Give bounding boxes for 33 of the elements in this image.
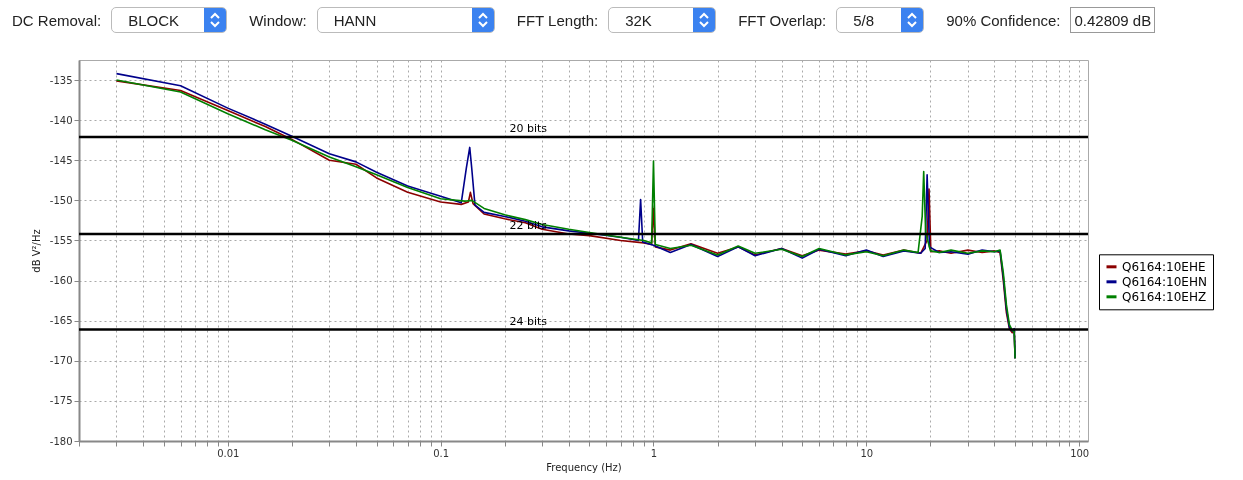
y-tick-label: -160 [49, 275, 73, 287]
legend-label: Q6164:10EHN [1122, 274, 1207, 289]
y-tick-label: -155 [49, 234, 73, 246]
x-tick-label: 0.01 [217, 447, 240, 459]
y-tick-label: -175 [49, 395, 73, 407]
ref-line-label: 22 bits [509, 219, 548, 233]
x-axis-title: Frequency (Hz) [546, 461, 622, 473]
dropdown-field: 5/8 [836, 7, 925, 33]
x-tick-label: 0.1 [433, 447, 450, 459]
y-tick-label: -150 [49, 194, 73, 206]
dropdown-field: 32K [608, 7, 717, 33]
legend-label: Q6164:10EHZ [1122, 289, 1207, 304]
y-tick-label: -145 [49, 154, 73, 166]
ref-line-label: 20 bits [509, 122, 548, 135]
ref-line-label: 24 bits [509, 314, 548, 328]
x-tick-label: 100 [1070, 447, 1090, 459]
text: FFT Length: [516, 11, 599, 29]
text-field: 0.42809 dB [1070, 7, 1156, 33]
dropdown-field: HANN [316, 7, 495, 33]
y-tick-label: -140 [49, 114, 73, 126]
y-tick-label: -135 [49, 74, 73, 86]
y-axis-title: dB V²/Hz [30, 229, 42, 273]
dropdown-field: BLOCK [111, 7, 228, 33]
text: Window: [249, 11, 307, 29]
y-tick-label: -165 [49, 315, 73, 327]
x-tick-label: 10 [860, 447, 874, 459]
y-tick-label: -180 [49, 435, 73, 447]
legend-label: Q6164:10EHE [1122, 259, 1206, 274]
text: 90% Confidence: [946, 11, 1061, 29]
x-tick-label: 1 [650, 447, 658, 459]
y-tick-label: -170 [49, 355, 73, 367]
text: FFT Overlap: [738, 11, 827, 29]
text: DC Removal: [12, 11, 102, 29]
